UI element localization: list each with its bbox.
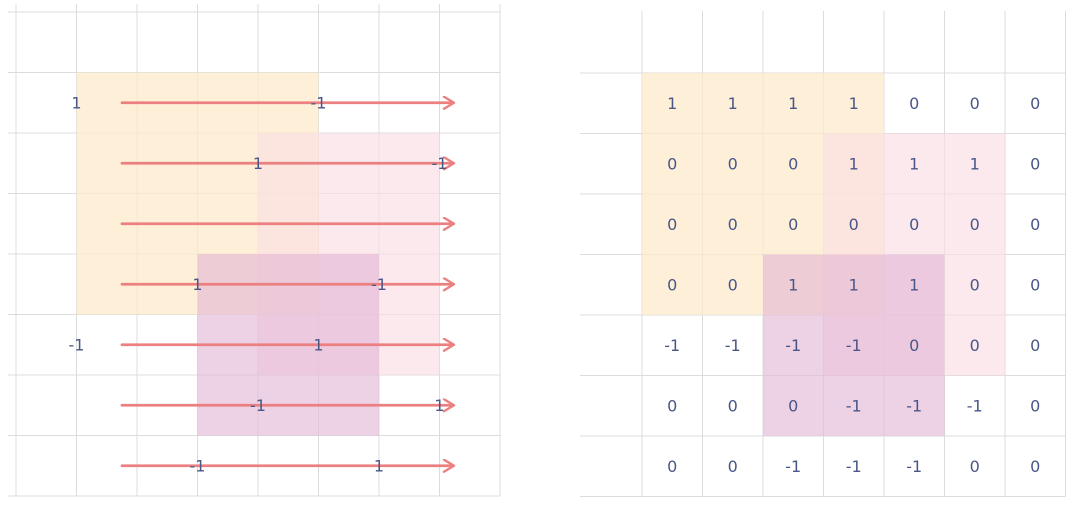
matrix-cell-value: 0	[728, 396, 738, 415]
matrix-cell-value: -1	[785, 336, 801, 355]
matrix-cell-value: 0	[1030, 215, 1040, 234]
difference-value-label: -1	[311, 93, 327, 112]
purple-rect	[763, 254, 945, 436]
matrix-cell-value: -1	[846, 396, 862, 415]
matrix-cell-value: 0	[909, 94, 919, 113]
matrix-cell-value: 0	[1030, 396, 1040, 415]
matrix-cell-value: 0	[909, 215, 919, 234]
matrix-cell-value: 0	[728, 215, 738, 234]
matrix-cell-value: 0	[1030, 154, 1040, 173]
matrix-cell-value: 0	[667, 154, 677, 173]
matrix-cell-value: 0	[970, 457, 980, 476]
difference-value-label: 1	[434, 396, 444, 415]
matrix-cell-value: 0	[970, 336, 980, 355]
matrix-cell-value: 0	[728, 457, 738, 476]
matrix-cell-value: 1	[849, 275, 859, 294]
matrix-cell-value: 0	[970, 215, 980, 234]
matrix-cell-value: -1	[664, 336, 680, 355]
matrix-cell-value: -1	[906, 396, 922, 415]
matrix-cell-value: 1	[909, 275, 919, 294]
difference-value-label: -1	[432, 154, 448, 173]
matrix-cell-value: 0	[667, 457, 677, 476]
matrix-cell-value: -1	[785, 457, 801, 476]
matrix-cell-value: 0	[667, 275, 677, 294]
difference-value-label: -1	[69, 335, 85, 354]
matrix-cell-value: 1	[909, 154, 919, 173]
matrix-cell-value: -1	[967, 396, 983, 415]
matrix-cell-value: -1	[846, 457, 862, 476]
difference-value-label: 1	[71, 93, 81, 112]
matrix-cell-value: 1	[849, 154, 859, 173]
difference-value-label: -1	[190, 456, 206, 475]
matrix-cell-value: 0	[909, 336, 919, 355]
difference-value-label: 1	[253, 154, 263, 173]
difference-value-label: 1	[374, 456, 384, 475]
matrix-cell-value: 0	[788, 396, 798, 415]
matrix-cell-value: 1	[667, 94, 677, 113]
matrix-cell-value: 0	[1030, 94, 1040, 113]
matrix-cell-value: -1	[846, 336, 862, 355]
matrix-cell-value: 0	[970, 94, 980, 113]
matrix-cell-value: 0	[667, 396, 677, 415]
matrix-cell-value: 0	[728, 154, 738, 173]
matrix-cell-value: 0	[667, 215, 677, 234]
matrix-cell-value: -1	[725, 336, 741, 355]
matrix-cell-value: 0	[1030, 336, 1040, 355]
matrix-cell-value: 0	[1030, 275, 1040, 294]
matrix-cell-value: 0	[970, 275, 980, 294]
difference-value-label: 1	[192, 275, 202, 294]
matrix-cell-value: 0	[788, 215, 798, 234]
matrix-cell-value: 1	[728, 94, 738, 113]
matrix-cell-value: 1	[970, 154, 980, 173]
matrix-cell-value: 1	[849, 94, 859, 113]
difference-value-label: 1	[313, 335, 323, 354]
matrix-cell-value: 1	[788, 275, 798, 294]
matrix-cell-value: 1	[788, 94, 798, 113]
matrix-cell-value: 0	[1030, 457, 1040, 476]
matrix-cell-value: 0	[728, 275, 738, 294]
matrix-cell-value: -1	[906, 457, 922, 476]
difference-value-label: -1	[250, 396, 266, 415]
matrix-cell-value: 0	[849, 215, 859, 234]
difference-value-label: -1	[371, 275, 387, 294]
matrix-cell-value: 0	[788, 154, 798, 173]
